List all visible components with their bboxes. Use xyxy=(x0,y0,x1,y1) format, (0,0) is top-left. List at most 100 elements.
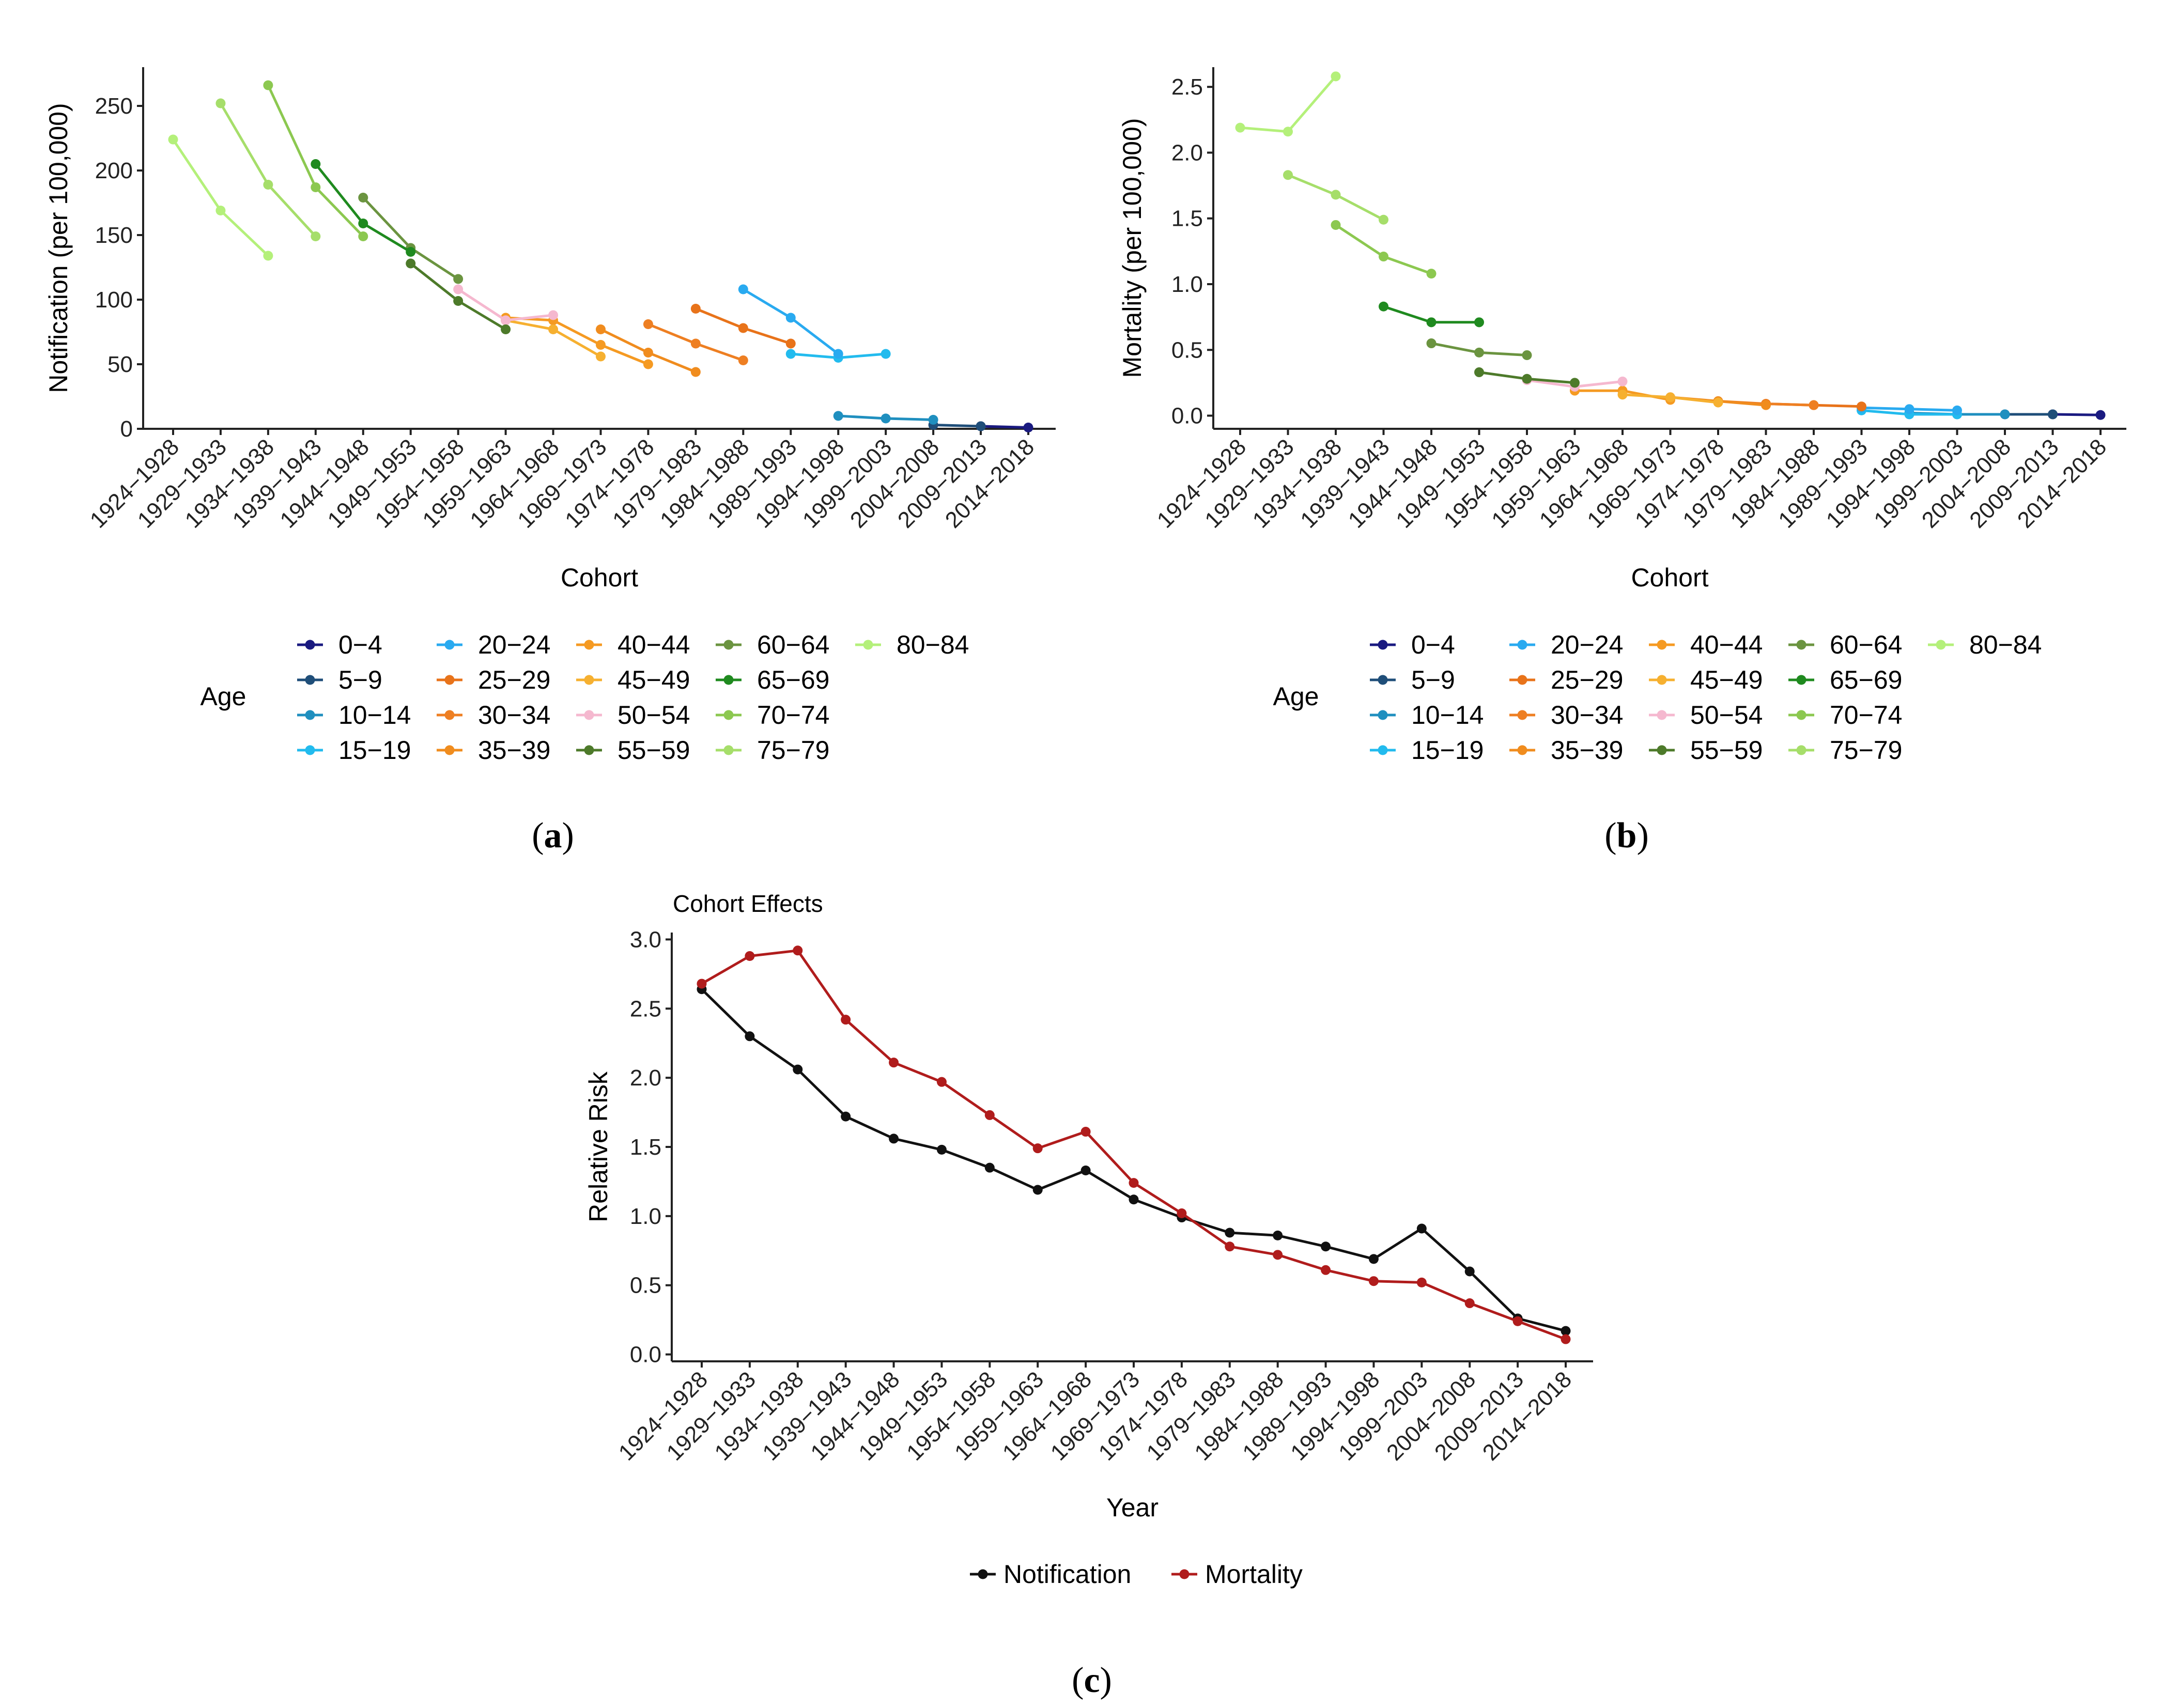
panel-label-letter-a: a xyxy=(544,816,562,856)
legend-label-a-25-29: 25−29 xyxy=(478,665,550,694)
data-point-c-mortality xyxy=(793,945,803,956)
panel-c-cohort-effects-chart: 0.00.51.01.52.02.53.01924−19281929−19331… xyxy=(584,890,1593,1700)
legend-label-a-10-14: 10−14 xyxy=(338,701,411,729)
data-point-a-65-69 xyxy=(358,219,368,228)
data-point-c-mortality xyxy=(1512,1316,1523,1326)
y-tick-label-c: 1.0 xyxy=(630,1204,661,1229)
data-point-b-75-79 xyxy=(1379,214,1388,225)
legend-label-a-35-39: 35−39 xyxy=(478,736,550,765)
legend-key-point-a-80-84 xyxy=(863,640,873,650)
series-line-a-5-9 xyxy=(933,424,981,428)
legend-key-point-a-75-79 xyxy=(723,745,734,755)
legend-title-b: Age xyxy=(1273,682,1319,711)
data-point-b-55-59 xyxy=(1522,374,1532,384)
y-tick-label-a: 250 xyxy=(95,94,133,119)
legend-label-b-70-74: 70−74 xyxy=(1830,701,1902,729)
legend-key-point-a-50-54 xyxy=(584,710,594,720)
data-point-b-70-74 xyxy=(1379,252,1388,262)
data-point-a-70-74 xyxy=(358,231,368,241)
legend-label-b-0-4: 0−4 xyxy=(1411,630,1455,659)
data-point-b-0-4 xyxy=(2095,410,2106,420)
y-axis-title-c: Relative Risk xyxy=(584,1071,613,1222)
data-point-b-50-54 xyxy=(1617,376,1628,386)
legend-key-point-a-65-69 xyxy=(723,675,734,685)
legend-label-b-5-9: 5−9 xyxy=(1411,665,1455,694)
data-point-c-notification xyxy=(1368,1254,1379,1264)
legend-label-a-45-49: 45−49 xyxy=(617,665,690,694)
y-tick-label-c: 2.0 xyxy=(630,1065,661,1091)
legend-label-b-25-29: 25−29 xyxy=(1551,665,1623,694)
data-point-b-35-39 xyxy=(1761,400,1771,410)
data-point-b-5-9 xyxy=(2048,409,2058,420)
data-point-b-80-84 xyxy=(1235,122,1245,133)
legend-label-c-notification: Notification xyxy=(1003,1560,1131,1589)
series-line-c-notification xyxy=(701,988,1566,1332)
data-point-a-50-54 xyxy=(501,315,511,325)
y-tick-label-c: 0.0 xyxy=(630,1342,661,1368)
y-axis-title-a: Notification (per 100,000) xyxy=(44,103,73,393)
legend-key-point-a-60-64 xyxy=(723,640,734,650)
data-point-a-15-19 xyxy=(785,349,796,359)
legend-label-b-80-84: 80−84 xyxy=(1969,630,2042,659)
panel-label-close-paren-b: ) xyxy=(1636,816,1648,856)
data-point-c-mortality xyxy=(697,979,707,989)
data-point-c-mortality xyxy=(1561,1334,1571,1344)
legend-key-point-b-5-9 xyxy=(1378,675,1388,685)
data-point-a-75-79 xyxy=(215,98,226,108)
data-point-b-30-34 xyxy=(1809,400,1819,410)
data-point-b-10-14 xyxy=(2000,409,2010,420)
panel-label-c: (c) xyxy=(1072,1660,1112,1700)
legend-label-a-20-24: 20−24 xyxy=(478,630,550,659)
data-point-c-notification xyxy=(1032,1185,1043,1195)
data-point-a-40-44 xyxy=(596,340,606,350)
data-point-a-65-69 xyxy=(311,159,321,169)
y-tick-label-b: 0.5 xyxy=(1171,337,1203,363)
data-point-b-20-24 xyxy=(1952,405,1962,415)
legend-label-b-75-79: 75−79 xyxy=(1830,736,1902,765)
data-point-b-70-74 xyxy=(1426,269,1437,279)
panel-label-letter-c: c xyxy=(1084,1660,1100,1700)
legend-key-point-b-10-14 xyxy=(1378,710,1388,720)
legend-key-point-b-60-64 xyxy=(1796,640,1806,650)
series-line-a-80-84 xyxy=(172,138,269,257)
y-tick-label-b: 0.0 xyxy=(1171,403,1203,429)
legend-label-a-65-69: 65−69 xyxy=(757,665,829,694)
data-point-c-mortality xyxy=(1129,1178,1139,1188)
legend-label-b-30-34: 30−34 xyxy=(1551,701,1623,729)
data-point-b-65-69 xyxy=(1474,317,1484,328)
data-point-a-25-29 xyxy=(738,323,748,333)
data-point-a-10-14 xyxy=(928,415,938,425)
data-point-a-35-39 xyxy=(643,348,653,358)
data-point-c-notification xyxy=(841,1111,851,1122)
data-point-c-notification xyxy=(1416,1223,1427,1234)
panel-label-open-paren-a: ( xyxy=(532,816,544,856)
data-point-a-80-84 xyxy=(215,206,226,215)
y-tick-label-a: 150 xyxy=(95,223,133,248)
x-axis-title-a: Cohort xyxy=(561,563,638,592)
data-point-c-notification xyxy=(1321,1241,1331,1252)
legend-key-point-a-20-24 xyxy=(444,640,455,650)
data-point-c-mortality xyxy=(1032,1143,1043,1154)
data-point-a-70-74 xyxy=(263,80,273,90)
panel-label-b: (b) xyxy=(1604,816,1649,856)
data-point-b-55-59 xyxy=(1570,378,1580,388)
panel-b-mortality-chart: 0.00.51.01.52.02.51924−19281929−19331934… xyxy=(1118,67,2126,856)
legend-label-a-30-34: 30−34 xyxy=(478,701,550,729)
legend-label-b-40-44: 40−44 xyxy=(1690,630,1763,659)
data-point-a-60-64 xyxy=(453,274,464,284)
y-tick-label-c: 1.5 xyxy=(630,1135,661,1160)
data-point-c-mortality xyxy=(1177,1208,1187,1219)
x-axis-title-b: Cohort xyxy=(1631,563,1708,592)
data-point-c-notification xyxy=(1225,1228,1235,1238)
y-tick-label-c: 2.5 xyxy=(630,996,661,1021)
panel-a-notification-chart: 0501001502002501924−19281929−19331934−19… xyxy=(44,67,1056,856)
data-point-a-30-34 xyxy=(690,338,701,349)
data-point-a-60-64 xyxy=(358,193,368,203)
legend-label-b-10-14: 10−14 xyxy=(1411,701,1484,729)
legend-key-point-b-65-69 xyxy=(1796,675,1806,685)
legend-key-point-a-70-74 xyxy=(723,710,734,720)
legend-label-b-35-39: 35−39 xyxy=(1551,736,1623,765)
data-point-a-45-49 xyxy=(548,324,559,334)
data-point-b-60-64 xyxy=(1474,347,1484,358)
legend-label-a-5-9: 5−9 xyxy=(338,665,382,694)
